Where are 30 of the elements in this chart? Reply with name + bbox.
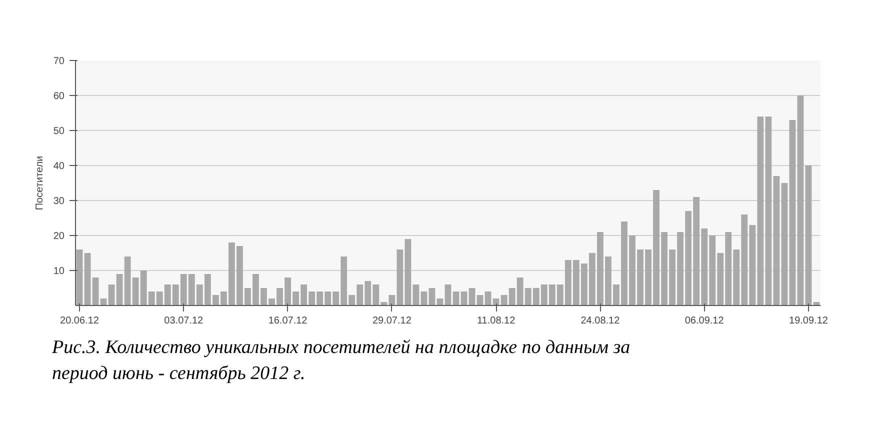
bar: [76, 250, 83, 306]
y-tick-label: 60: [53, 91, 65, 102]
x-tick-label: 19.09.12: [789, 316, 828, 326]
bar: [84, 253, 91, 306]
bar: [420, 292, 428, 306]
y-tick-label: 50: [53, 126, 65, 137]
bar: [805, 166, 812, 306]
y-tick-label: 20: [53, 231, 65, 242]
y-tick-label: 10: [53, 266, 65, 277]
x-tick-label: 03.07.12: [164, 316, 204, 326]
bar: [797, 96, 804, 306]
bar: [444, 284, 452, 306]
y-tick-label: 40: [53, 161, 65, 172]
bar: [92, 278, 99, 306]
x-tick-label: 16.07.12: [268, 316, 308, 326]
bar: [468, 288, 476, 306]
bar: [412, 284, 420, 306]
x-tick-label: 24.08.12: [580, 316, 620, 326]
x-tick-label: 06.09.12: [684, 316, 724, 326]
text: Рис.3. Количество уникальных посетителей на площадке по данным за период июнь - сентябрь 2012 г.: [52, 336, 632, 386]
y-axis-title: Посетители: [34, 156, 46, 210]
y-tick-label: 70: [53, 56, 65, 67]
x-tick-label: 20.06.12: [60, 316, 100, 326]
bar: [460, 292, 468, 306]
x-tick-label: 11.08.12: [476, 316, 516, 326]
x-tick-label: 29.07.12: [372, 316, 412, 326]
bar: [428, 288, 436, 306]
y-tick-label: 30: [53, 196, 65, 207]
bar: [452, 292, 460, 306]
bar: [789, 120, 796, 306]
